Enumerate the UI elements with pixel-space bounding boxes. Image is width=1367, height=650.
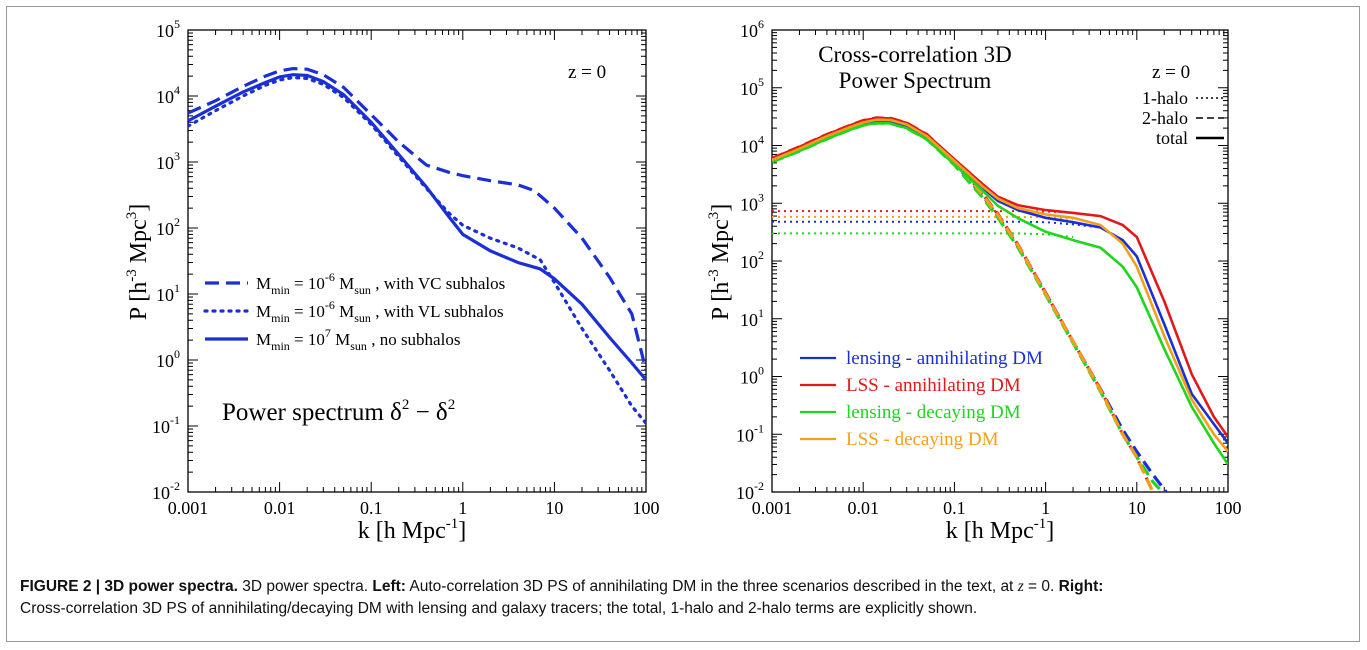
left-series-group <box>188 66 646 425</box>
right-x-tick-label: 100 <box>1215 498 1242 518</box>
left-x-tick-label: 10 <box>545 498 563 518</box>
right-x-tick-label: 0.01 <box>847 498 879 518</box>
left-chart: 0.001 0.01 0.1 1 10 100 10-210-11001011021031… <box>124 17 660 544</box>
left-x-tick-label: 0.01 <box>264 498 296 518</box>
right-y-tick-labels: 10-2 10-1 100 101 102 103 104 105 106 <box>736 17 764 503</box>
left-x-tick-label: 0.001 <box>168 498 209 518</box>
right-style-legend-label: 2-halo <box>1142 108 1188 128</box>
left-y-tick-label: 102 <box>156 215 180 239</box>
caption-intro: 3D power spectra. <box>237 578 373 595</box>
right-color-legend-label: lensing - annihilating DM <box>846 348 1043 369</box>
right-1halo-lensing---decaying-dm <box>772 232 1074 238</box>
right-x-axis-label: k [h Mpc-1] <box>946 516 1054 544</box>
left-ps-annotation: Power spectrum δ2 − δ2 <box>222 397 455 426</box>
right-redshift-annotation: z = 0 <box>1152 62 1190 83</box>
right-x-tick-label: 0.1 <box>943 498 966 518</box>
right-y-tick-label: 10-1 <box>736 421 764 445</box>
right-y-tick-label: 104 <box>740 133 764 157</box>
right-y-tick-label: 105 <box>740 75 764 99</box>
left-x-tick-label: 1 <box>458 498 467 518</box>
figure-frame <box>6 6 1360 642</box>
caption-figure-label: FIGURE 2 | 3D power spectra. <box>20 578 238 595</box>
left-y-tick-label: 10-1 <box>152 413 180 437</box>
right-y-tick-label: 102 <box>740 248 764 272</box>
caption-z-eq: = 0. <box>1023 578 1059 595</box>
right-2halo-lensing---decaying-dm <box>772 121 1164 492</box>
right-color-legend-label: LSS - decaying DM <box>846 429 999 450</box>
left-y-tick-label: 105 <box>156 17 180 41</box>
left-x-axis-label: k [h Mpc-1] <box>358 516 466 544</box>
figure-canvas: 0.001 0.01 0.1 1 10 100 10-210-11001011021031… <box>124 17 1242 544</box>
left-redshift-annotation: z = 0 <box>568 62 606 83</box>
right-y-axis-label: P [h-3 Mpc3] <box>706 204 734 320</box>
left-y-tick-label: 100 <box>156 347 180 371</box>
right-1halo-lensing---annihilating-dm <box>772 220 1101 229</box>
left-x-tick-label: 0.1 <box>360 498 383 518</box>
left-x-tick-labels: 0.001 0.01 0.1 1 10 100 <box>168 498 660 518</box>
right-chart-subtitle: Power Spectrum <box>839 68 992 93</box>
left-series-dashed-line <box>188 66 646 371</box>
right-chart-title: Cross-correlation 3D <box>818 42 1012 67</box>
left-y-tick-label: 10-2 <box>152 479 180 503</box>
caption-right-label: Right: <box>1058 578 1104 595</box>
right-y-tick-label: 101 <box>740 306 764 330</box>
left-y-tick-label: 103 <box>156 149 180 173</box>
right-x-tick-label: 10 <box>1128 498 1146 518</box>
right-y-tick-label: 103 <box>740 190 764 214</box>
left-y-tick-label: 104 <box>156 83 180 107</box>
right-y-tick-label: 100 <box>740 364 764 388</box>
left-axis-ticks <box>187 29 647 493</box>
right-x-tick-label: 0.001 <box>752 498 793 518</box>
right-chart: 0.001 0.01 0.1 1 10 100 10-210-11001011021031… <box>706 17 1242 544</box>
figure-caption: FIGURE 2 | 3D power spectra. 3D power sp… <box>20 576 1340 620</box>
right-color-legend: lensing - annihilating DM LSS - annihilat… <box>800 348 1043 450</box>
left-legend-label: Mmin = 10-6 Msun , with VC subhalos <box>256 270 505 297</box>
right-1halo-lss---decaying-dm <box>772 215 1074 220</box>
right-series-group <box>772 116 1228 492</box>
right-y-tick-label: 106 <box>740 17 764 41</box>
left-y-axis-label: P [h-3 Mpc3] <box>124 204 152 320</box>
left-legend-label: Mmin = 10-6 Msun , with VL subhalos <box>256 298 504 325</box>
caption-z-var: z <box>1017 578 1024 595</box>
right-y-tick-label: 10-2 <box>736 479 764 503</box>
right-color-legend-label: lensing - decaying DM <box>846 402 1021 423</box>
left-series-dotted-line <box>188 75 646 425</box>
right-total-lss---annihilating-dm <box>772 116 1228 438</box>
right-x-tick-label: 1 <box>1041 498 1050 518</box>
caption-left-label: Left: <box>372 578 406 595</box>
left-x-tick-label: 100 <box>633 498 660 518</box>
right-axis-ticks <box>771 29 1229 493</box>
left-legend: Mmin = 10-6 Msun , with VC subhalosMmin … <box>203 270 505 353</box>
left-series-solid-line <box>188 73 646 381</box>
caption-right-text: Cross-correlation 3D PS of annihilating/… <box>20 600 978 617</box>
right-style-legend-label: 1-halo <box>1142 88 1188 108</box>
left-legend-label: Mmin = 107 Msun , no subhalos <box>256 326 460 353</box>
right-total-lensing---decaying-dm <box>772 121 1228 466</box>
caption-left-text: Auto-correlation 3D PS of annihilating D… <box>405 578 1018 595</box>
right-style-legend-label: total <box>1156 128 1188 148</box>
left-y-tick-label: 101 <box>156 281 180 305</box>
right-total-lss---decaying-dm <box>772 118 1228 453</box>
left-plot-frame <box>187 29 647 493</box>
right-color-legend-label: LSS - annihilating DM <box>846 375 1021 396</box>
left-y-tick-labels: 10-2 10-1 100 101 102 103 104 105 <box>152 17 180 503</box>
right-x-tick-labels: 0.001 0.01 0.1 1 10 100 <box>752 498 1242 518</box>
